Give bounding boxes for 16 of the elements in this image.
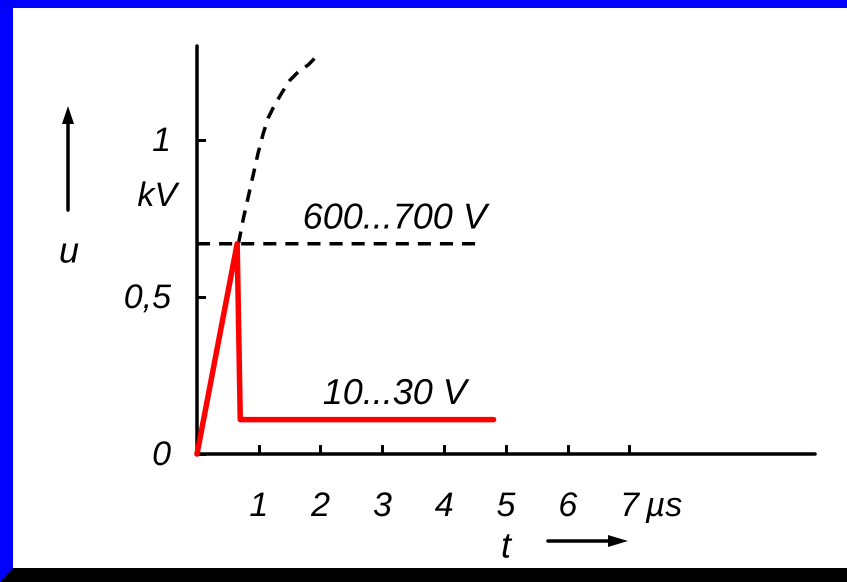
- text: kV: [137, 176, 180, 214]
- annotation: 600...700 V: [302, 195, 490, 236]
- x-tick-label: 6: [558, 486, 578, 524]
- y-axis-title: u: [58, 230, 79, 271]
- y-tick-label: 1: [152, 121, 171, 160]
- x-tick-label: 4: [434, 486, 454, 524]
- annotation: 10...30 V: [322, 371, 470, 412]
- y-tick-label: 0: [152, 435, 172, 474]
- text: µs: [644, 486, 682, 524]
- y-tick-label: 0,5: [124, 278, 172, 316]
- x-tick-label: 2: [310, 486, 330, 524]
- x-tick-label: 1: [249, 486, 268, 524]
- x-tick-label: 3: [372, 486, 392, 524]
- x-tick-label: 7: [620, 486, 640, 524]
- x-tick-label: 5: [496, 486, 516, 524]
- x-axis-title: t: [500, 524, 513, 566]
